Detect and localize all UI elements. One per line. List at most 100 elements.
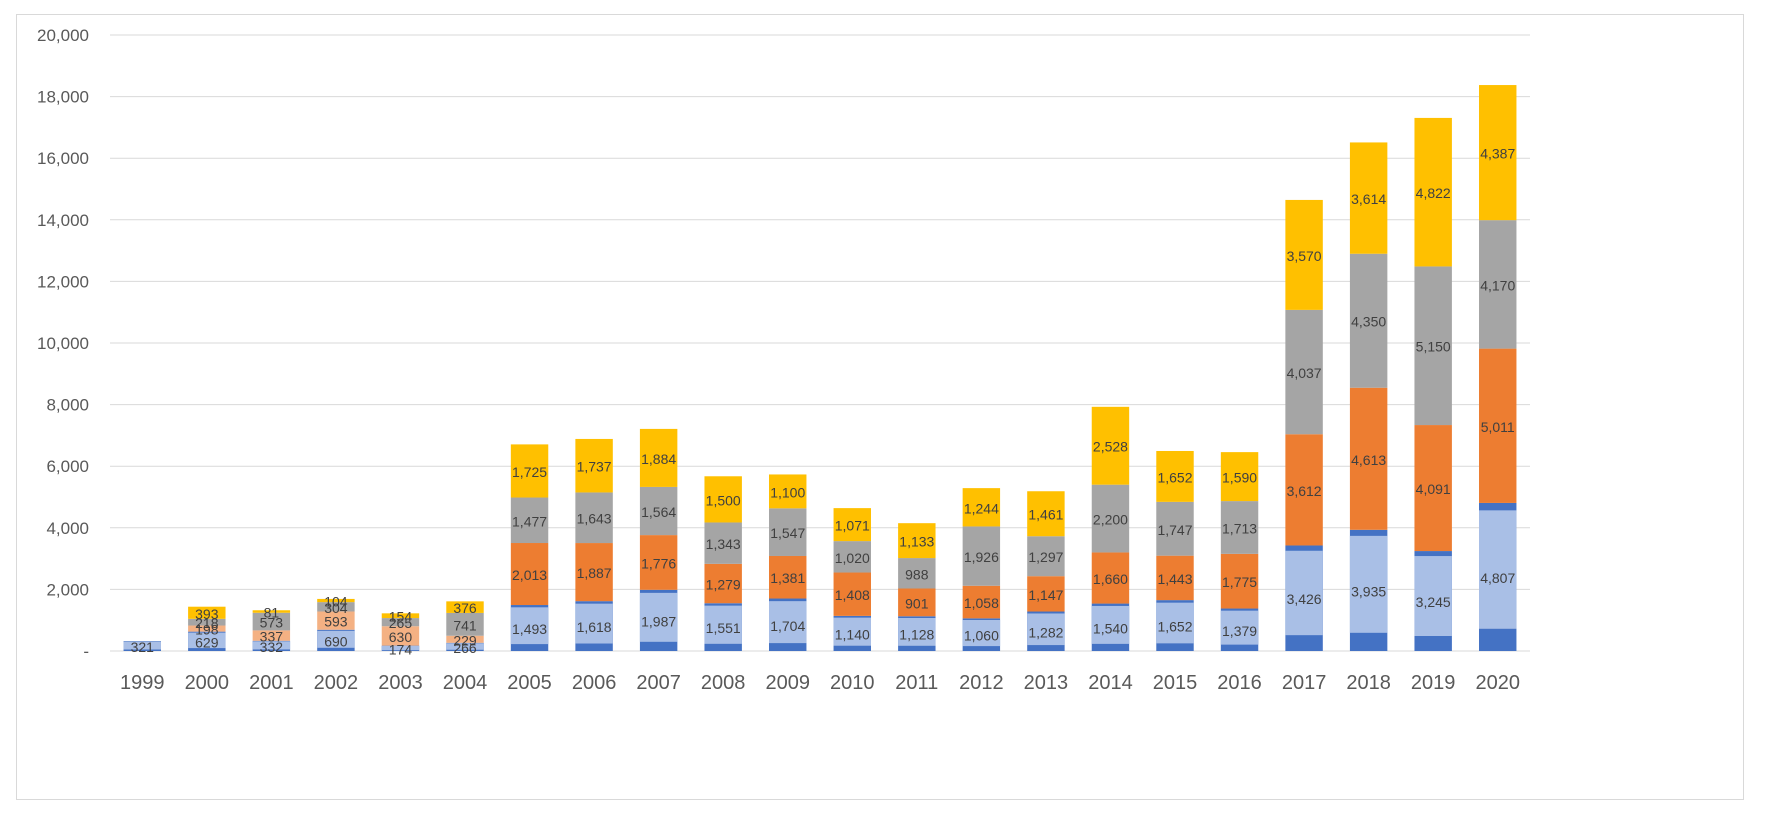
bar-segment [1027,536,1065,577]
bar-segment-highlight [1091,605,1130,644]
bar-segment-highlight [1027,613,1065,646]
data-label: 3,612 [1287,483,1322,499]
data-label: 4,387 [1480,146,1515,162]
data-label: 1,128 [899,627,934,643]
y-tick-label: 16,000 [37,149,89,168]
bar-segment [1349,253,1388,388]
data-label: 4,037 [1287,365,1322,381]
data-label: 4,822 [1416,185,1451,201]
data-label: 304 [324,600,348,616]
data-label: 1,704 [770,618,805,634]
bar-segment [833,541,871,573]
data-label: 573 [260,615,284,631]
data-label: 321 [131,639,155,655]
x-tick-label: 2008 [701,672,746,694]
bar-segment [1220,452,1259,502]
data-label: 1,379 [1222,623,1257,639]
bar-segment [1091,552,1130,604]
data-label: 629 [195,634,219,650]
x-tick-label: 1999 [120,672,165,694]
bar-segment [510,497,549,544]
chart-frame [16,14,1744,800]
x-tick-label: 2014 [1088,672,1133,694]
y-tick-label: 2,000 [46,580,89,599]
x-tick-label: 2004 [443,672,488,694]
bar-segment [317,598,355,603]
data-label: 1,887 [577,565,612,581]
bar-segment [769,508,807,556]
data-label: 1,725 [512,464,547,480]
bar-segment-highlight [1414,556,1452,637]
data-label: 1,737 [577,459,612,475]
bar-segment-highlight [704,605,742,644]
bar-segment [1349,142,1388,254]
bar-segment [1156,555,1194,601]
bar-segment [188,618,226,626]
data-label: 332 [260,639,284,655]
data-label: 1,443 [1157,571,1192,587]
bar-segment [769,555,807,599]
data-label: 1,244 [964,500,999,516]
bar-segment [510,543,549,606]
bar-segment [1349,387,1388,530]
bar-segment-highlight [510,607,549,645]
x-tick-label: 2001 [249,672,294,694]
bar-segment [1285,434,1323,546]
data-label: 1,551 [706,620,741,636]
x-tick-label: 2010 [830,672,875,694]
data-label: 2,013 [512,567,547,583]
bar-segment [317,602,355,612]
data-label: 1,071 [835,518,870,534]
bar-segment-highlight [1156,602,1194,644]
data-label: 1,926 [964,549,999,565]
data-label: 4,350 [1351,314,1386,330]
data-label: 1,775 [1222,574,1257,590]
data-label: 3,570 [1287,248,1322,264]
x-tick-label: 2000 [185,672,230,694]
data-label: 593 [324,614,348,630]
bar-segment [381,618,420,627]
data-label: 1,477 [512,513,547,529]
data-label: 4,807 [1480,570,1515,586]
y-tick-label: - [83,642,89,661]
data-label: 1,564 [641,504,676,520]
y-tick-label: 6,000 [46,457,89,476]
data-label: 1,133 [899,534,934,550]
bars [123,85,1517,651]
bar-segment [252,612,291,631]
bar-segment [1091,484,1130,553]
bar-segment [188,606,226,619]
data-label: 174 [389,641,413,657]
data-label: 630 [389,629,413,645]
bar-segment-highlight [639,592,678,642]
x-axis-ticks: 1999 2000 2001 2002 2003 2004 2005 2006 2007 2008… [120,672,1520,694]
y-axis-ticks: - 2,000 4,000 6,000 8,000 10,000 12,000 14,000 1… [37,26,89,661]
bar-segment [639,486,678,536]
data-label: 1,660 [1093,571,1128,587]
bar-segment-highlight [381,645,420,651]
bar-segment-highlight [123,641,161,650]
data-label: 5,011 [1481,419,1515,435]
data-label: 104 [324,594,348,610]
bar-segment [446,635,484,643]
data-label: 1,652 [1157,619,1192,635]
bar-segment [639,535,678,590]
bar-segment-highlight [1349,535,1388,633]
data-label: 1,884 [641,451,676,467]
x-tick-label: 2017 [1282,672,1327,694]
y-tick-label: 14,000 [37,211,89,230]
bar-segment [898,558,936,589]
data-label: 1,282 [1028,624,1063,640]
x-tick-label: 2003 [378,672,423,694]
data-label: 3,426 [1287,591,1322,607]
data-label: 1,279 [706,577,741,593]
data-label: 4,091 [1416,481,1451,497]
data-label: 337 [260,629,284,645]
bar-segment [1414,425,1452,552]
data-label: 376 [453,600,477,616]
bar-segment [575,543,613,602]
bar-segment [1414,117,1452,267]
bar-segment-highlight [833,617,871,646]
